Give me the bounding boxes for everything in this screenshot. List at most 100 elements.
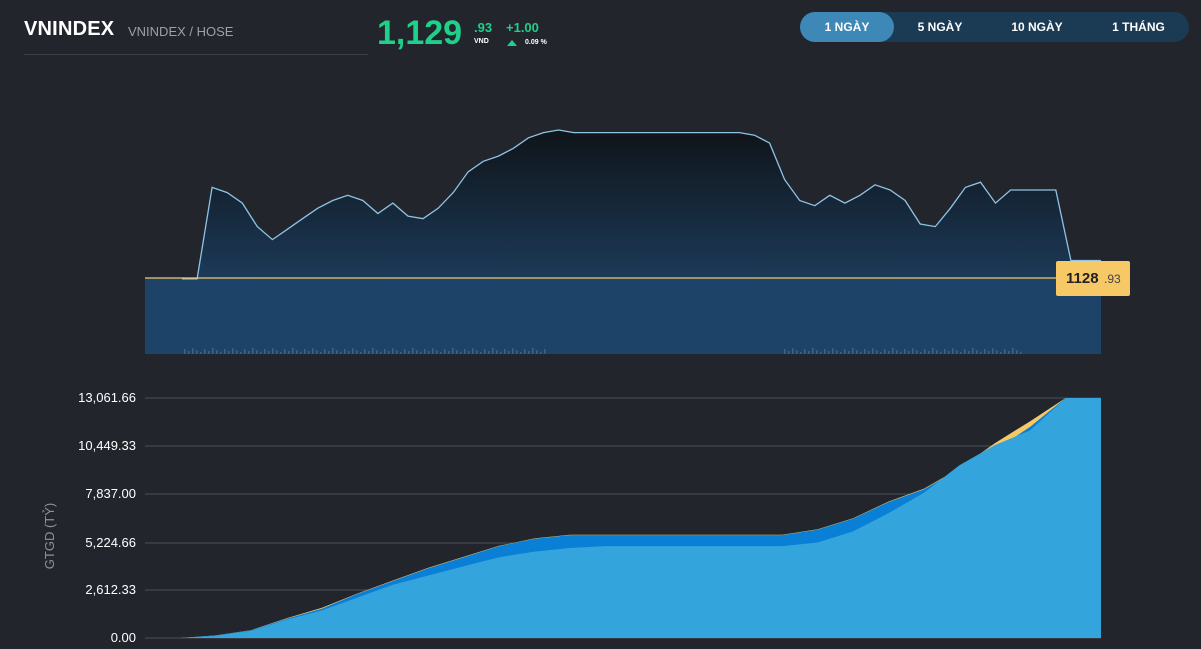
volume-bar <box>936 350 938 354</box>
price-integer: 1,129 <box>377 14 463 52</box>
volume-bar <box>416 350 418 354</box>
last-price-integer: 1128 <box>1066 270 1099 287</box>
volume-bar <box>828 351 830 354</box>
volume-bar <box>808 351 810 354</box>
volume-bar <box>332 348 334 354</box>
tab-10-days[interactable]: 10 NGÀY <box>1011 20 1063 34</box>
volume-bar <box>452 348 454 354</box>
volume-bar <box>836 350 838 354</box>
volume-bar <box>900 352 902 354</box>
y-tick-label: 5,224.66 <box>85 535 136 550</box>
triangle-up-icon <box>507 40 517 46</box>
volume-bar <box>384 349 386 354</box>
volume-bar <box>960 352 962 354</box>
volume-bar <box>920 352 922 354</box>
volume-bar <box>408 351 410 354</box>
y-tick-label: 13,061.66 <box>78 390 136 405</box>
volume-bar <box>524 349 526 354</box>
volume-bar <box>276 350 278 354</box>
volume-bar <box>304 349 306 354</box>
volume-bar <box>216 350 218 354</box>
volume-bar <box>412 348 414 354</box>
volume-bar <box>924 349 926 354</box>
volume-bar <box>336 350 338 354</box>
tab-1-month[interactable]: 1 THÁNG <box>1112 20 1165 34</box>
volume-bars <box>184 348 1022 354</box>
volume-bar <box>840 352 842 354</box>
volume-bar <box>980 352 982 354</box>
volume-bar <box>372 348 374 354</box>
volume-bar <box>300 352 302 354</box>
volume-bar <box>424 349 426 354</box>
volume-bar <box>256 350 258 354</box>
volume-bar <box>516 350 518 354</box>
volume-bar <box>232 348 234 354</box>
volume-bar <box>528 351 530 354</box>
volume-bar <box>312 348 314 354</box>
volume-bar <box>908 351 910 354</box>
volume-bar <box>848 351 850 354</box>
volume-bar <box>344 349 346 354</box>
volume-bar <box>816 350 818 354</box>
volume-bar <box>404 349 406 354</box>
volume-bar <box>916 350 918 354</box>
volume-bar <box>260 352 262 354</box>
tab-1-day[interactable]: 1 NGÀY <box>800 12 894 42</box>
tab-5-days[interactable]: 5 NGÀY <box>917 20 963 34</box>
volume-bar <box>436 350 438 354</box>
volume-bar <box>496 350 498 354</box>
volume-bar <box>428 351 430 354</box>
volume-bar <box>932 348 934 354</box>
volume-bar <box>292 348 294 354</box>
volume-bar <box>248 351 250 354</box>
title-block: VNINDEX VNINDEX / HOSE <box>24 14 368 55</box>
volume-bar <box>272 348 274 354</box>
volume-bar <box>1008 351 1010 354</box>
volume-bar <box>904 349 906 354</box>
volume-bar <box>352 348 354 354</box>
volume-bar <box>240 352 242 354</box>
price-change: +1.00 <box>506 20 539 35</box>
volume-bar <box>444 349 446 354</box>
volume-bar <box>200 352 202 354</box>
volume-bar <box>972 348 974 354</box>
volume-bar <box>492 348 494 354</box>
volume-bar <box>812 348 814 354</box>
volume-bar <box>856 350 858 354</box>
volume-bar <box>380 352 382 354</box>
volume-bar <box>316 350 318 354</box>
trading-value-chart: 13,061.66 10,449.33 7,837.00 5,224.66 2,… <box>42 390 1101 645</box>
y-tick-label: 7,837.00 <box>85 486 136 501</box>
volume-bar <box>320 352 322 354</box>
volume-bar <box>460 352 462 354</box>
price-area <box>182 130 1101 279</box>
volume-bar <box>224 349 226 354</box>
volume-bar <box>912 348 914 354</box>
volume-bar <box>792 348 794 354</box>
volume-bar <box>988 351 990 354</box>
volume-bar <box>388 351 390 354</box>
volume-bar <box>376 350 378 354</box>
volume-bar <box>368 351 370 354</box>
volume-bar <box>236 350 238 354</box>
volume-bar <box>532 348 534 354</box>
volume-bar <box>188 351 190 354</box>
volume-bar <box>356 350 358 354</box>
volume-bar <box>1004 349 1006 354</box>
volume-bar <box>1000 352 1002 354</box>
below-reference-area <box>145 278 1101 354</box>
volume-bar <box>804 349 806 354</box>
volume-bar <box>440 352 442 354</box>
volume-bar <box>324 349 326 354</box>
time-range-tabs: 1 NGÀY 5 NGÀY 10 NGÀY 1 THÁNG <box>800 12 1189 42</box>
volume-bar <box>420 352 422 354</box>
volume-bar <box>448 351 450 354</box>
y-tick-label: 2,612.33 <box>85 582 136 597</box>
volume-bar <box>268 351 270 354</box>
volume-bar <box>872 348 874 354</box>
volume-bar <box>844 349 846 354</box>
volume-bar <box>340 352 342 354</box>
index-symbol: VNINDEX <box>24 18 115 40</box>
volume-bar <box>964 349 966 354</box>
price-unit: VND <box>474 38 489 45</box>
